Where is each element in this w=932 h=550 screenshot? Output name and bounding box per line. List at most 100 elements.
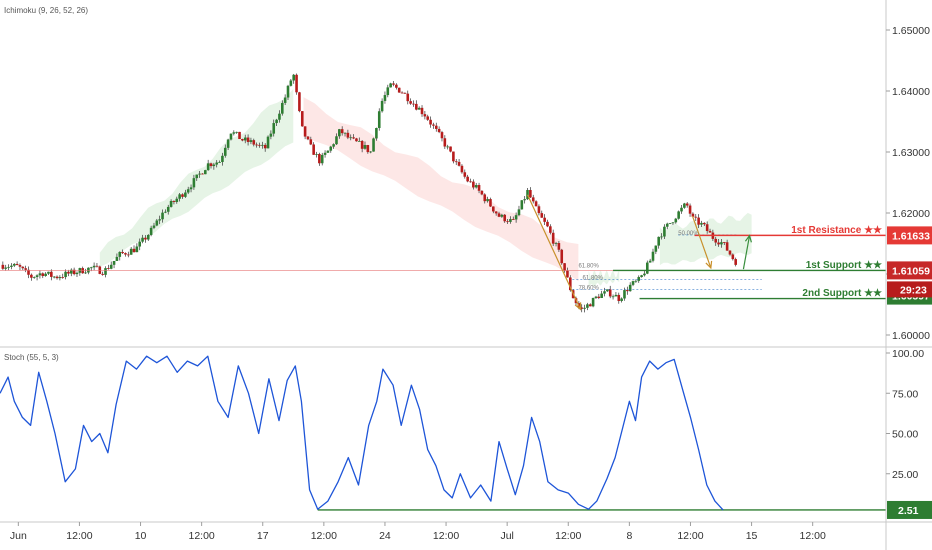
candle-body (472, 181, 475, 188)
time-tick-label: 12:00 (555, 530, 581, 542)
candle-body (75, 272, 79, 275)
time-tick-label: Jun (10, 530, 27, 542)
candle-body (372, 138, 375, 152)
candle-body (192, 178, 196, 188)
candle-body (674, 218, 678, 223)
candle-body (423, 114, 427, 117)
candle-body (443, 138, 447, 147)
countdown-tag-label: 29:23 (900, 284, 927, 296)
candle-body (38, 273, 42, 276)
candle-body (338, 129, 341, 137)
candle-body (127, 254, 130, 256)
time-tick-label: 12:00 (66, 530, 92, 542)
stochastic-tick-label: 75.00 (892, 388, 918, 400)
candle-body (600, 293, 603, 298)
candle-body (509, 219, 512, 222)
time-tick-label: 12:00 (433, 530, 459, 542)
first-support-price-tag-label: 1.61059 (892, 265, 930, 277)
candle-body (386, 87, 390, 96)
candle-body (412, 103, 415, 105)
candle-body (446, 146, 449, 148)
candle-body (118, 251, 122, 257)
candle-body (235, 131, 238, 133)
candle-body (500, 214, 504, 217)
candle-body (107, 268, 110, 269)
time-tick-label: 12:00 (800, 530, 826, 542)
candle-body (688, 205, 692, 214)
candle-body (164, 211, 167, 213)
candle-body (492, 206, 495, 212)
candle-body (469, 181, 472, 183)
level-label: 1st Resistance ★★ (791, 225, 882, 236)
candle-body (663, 226, 666, 237)
candle-body (489, 199, 492, 207)
price-tick-label: 1.60000 (892, 330, 930, 342)
candle-body (514, 215, 518, 220)
candle-body (24, 268, 27, 270)
candle-body (591, 297, 595, 307)
candle-body (209, 163, 213, 167)
candle-body (218, 162, 221, 163)
price-axis[interactable]: 1.650001.640001.630001.620001.610001.600… (885, 0, 932, 550)
candle-body (252, 140, 256, 145)
candle-body (255, 144, 258, 146)
candle-body (4, 267, 8, 269)
candle-body (343, 132, 347, 134)
candle-body (603, 291, 606, 294)
candle-body (415, 103, 418, 110)
candle-body (628, 284, 632, 292)
candle-body (30, 274, 33, 278)
candle-body (566, 270, 569, 278)
candle-body (631, 281, 635, 285)
candle-body (141, 237, 144, 242)
candle-body (238, 131, 241, 140)
candle-body (261, 144, 264, 146)
candle-body (44, 273, 47, 277)
candle-body (246, 137, 250, 142)
candle-body (132, 248, 136, 253)
candle-body (594, 296, 598, 298)
candle-body (506, 221, 509, 223)
candle-body (161, 212, 164, 220)
candle-body (61, 277, 65, 278)
candle-body (326, 150, 330, 153)
candle-body (47, 271, 50, 274)
candle-body (69, 269, 73, 274)
candle-body (460, 165, 464, 173)
candle-body (546, 221, 549, 227)
candle-body (694, 216, 698, 218)
candle-body (72, 269, 76, 275)
price-pane[interactable]: 1st Resistance ★★ 1st Support ★★ 2nd Suppo… (0, 0, 886, 347)
candle-body (32, 276, 36, 278)
candle-body (318, 153, 321, 164)
candle-body (703, 222, 706, 225)
candle-body (503, 214, 507, 222)
candle-body (18, 265, 22, 267)
candle-body (623, 290, 626, 299)
candle-body (35, 275, 39, 277)
candle-body (84, 272, 87, 274)
candle-body (697, 217, 700, 225)
candle-body (275, 119, 278, 124)
candle-body (640, 275, 643, 278)
time-tick-label: 12:00 (311, 530, 337, 542)
candle-body (280, 102, 284, 114)
candle-body (531, 197, 535, 202)
candle-body (449, 146, 452, 152)
candle-body (380, 100, 384, 112)
candle-body (58, 277, 62, 279)
price-tick-label: 1.65000 (892, 25, 930, 37)
candle-body (64, 271, 67, 278)
countdown-tag (887, 281, 932, 298)
candle-body (728, 250, 732, 255)
first-support-price-tag (887, 261, 932, 280)
price-tick-label: 1.63000 (892, 147, 930, 159)
time-tick-label: 12:00 (189, 530, 215, 542)
candle-body (437, 128, 441, 133)
candle-body (497, 213, 501, 217)
stochastic-pane[interactable]: Stoch (55, 5, 3) (0, 353, 886, 511)
candle-body (41, 273, 45, 277)
time-axis[interactable]: Jun 12:00 10 12:00 17 12:00 24 12:00 Jul 12:00 8 12… (0, 521, 932, 542)
candle-body (543, 217, 546, 222)
